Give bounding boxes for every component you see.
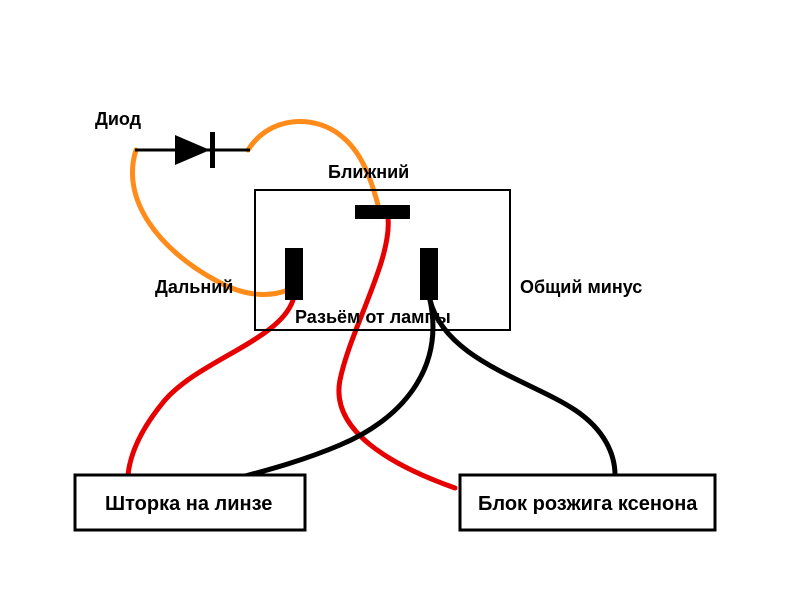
label-common-minus: Общий минус bbox=[520, 277, 642, 297]
pin-minus bbox=[420, 248, 438, 300]
wire-red-far bbox=[128, 300, 293, 475]
label-connector: Разьём от лампы bbox=[295, 307, 451, 327]
pin-near bbox=[355, 205, 410, 219]
pin-far bbox=[285, 248, 303, 300]
label-diode: Диод bbox=[95, 109, 142, 129]
label-shutter: Шторка на линзе bbox=[105, 493, 272, 515]
label-far: Дальний bbox=[155, 277, 233, 297]
diode-triangle bbox=[175, 135, 210, 165]
wire-black-ignition bbox=[430, 300, 615, 475]
wiring-diagram: Диод Ближний Дальний Общий минус Разьём … bbox=[0, 0, 800, 600]
label-ignition: Блок розжига ксенона bbox=[478, 493, 698, 515]
label-near: Ближний bbox=[328, 162, 409, 182]
diode-bar bbox=[210, 132, 215, 168]
